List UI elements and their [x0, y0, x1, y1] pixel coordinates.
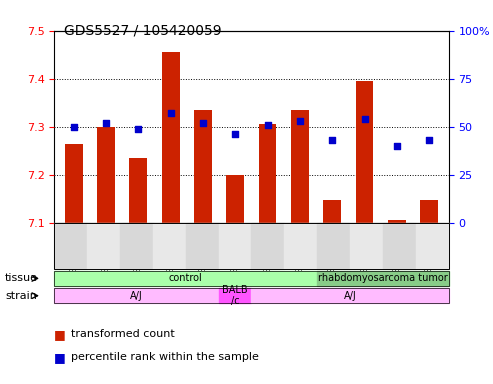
Bar	[388, 220, 406, 223]
Bar	[291, 110, 309, 223]
Text: rhabdomyosarcoma tumor: rhabdomyosarcoma tumor	[318, 273, 448, 283]
Text: control: control	[169, 273, 203, 283]
Point	[102, 120, 110, 126]
Text: percentile rank within the sample: percentile rank within the sample	[71, 352, 259, 362]
Bar	[226, 175, 244, 223]
Text: GDS5527 / 105420059: GDS5527 / 105420059	[64, 23, 222, 37]
Point	[231, 131, 239, 137]
Point	[70, 124, 77, 130]
Point	[199, 120, 207, 126]
Text: transformed count: transformed count	[71, 329, 175, 339]
Bar	[194, 110, 212, 223]
Bar	[259, 124, 277, 223]
Text: ■: ■	[54, 328, 66, 341]
Text: A/J: A/J	[344, 291, 356, 301]
Bar	[323, 200, 341, 223]
Point	[361, 116, 369, 122]
Point	[264, 122, 272, 128]
Bar	[65, 144, 82, 223]
Point	[296, 118, 304, 124]
Bar	[129, 158, 147, 223]
Text: BALB
/c: BALB /c	[222, 285, 248, 306]
Bar	[421, 200, 438, 223]
Text: A/J: A/J	[130, 291, 143, 301]
Point	[328, 137, 336, 143]
Text: tissue: tissue	[5, 273, 38, 283]
Point	[167, 110, 175, 116]
Point	[134, 126, 142, 132]
Text: ■: ■	[54, 351, 66, 364]
Point	[393, 143, 401, 149]
Text: strain: strain	[5, 291, 37, 301]
Point	[425, 137, 433, 143]
Bar	[162, 52, 179, 223]
Bar	[97, 127, 115, 223]
Bar	[355, 81, 374, 223]
